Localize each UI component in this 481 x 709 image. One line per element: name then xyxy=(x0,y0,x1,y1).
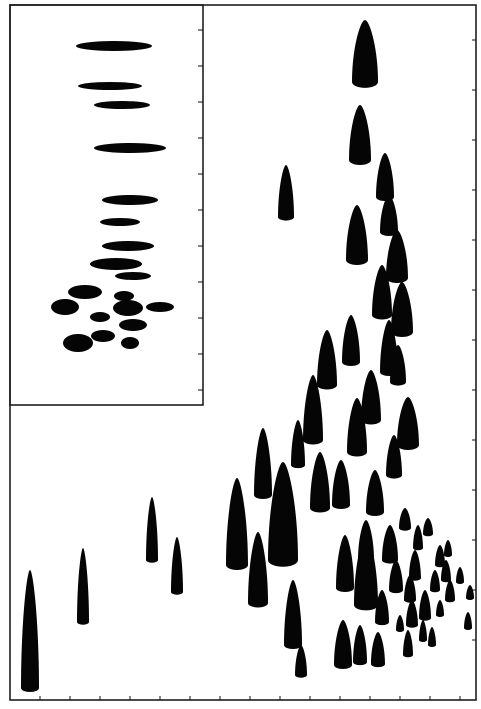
page: (() => { const data = JSON.parse(documen… xyxy=(0,0,481,709)
ellipse-glyph xyxy=(63,334,93,352)
ellipse-glyph xyxy=(121,337,139,349)
ellipse-glyph xyxy=(114,291,134,301)
figure xyxy=(0,0,481,709)
ellipse-glyph xyxy=(91,330,115,342)
ellipse-glyph xyxy=(113,300,143,316)
ellipse-glyph xyxy=(68,285,102,299)
ellipse-glyph xyxy=(90,258,142,270)
ellipse-glyph xyxy=(94,101,150,109)
ellipse-glyph xyxy=(119,319,147,331)
ellipse-glyph xyxy=(78,82,142,90)
ellipse-glyph xyxy=(76,41,152,51)
ellipse-glyph xyxy=(94,143,166,153)
ellipse-glyph xyxy=(51,299,79,315)
ellipse-glyph xyxy=(100,218,140,226)
background xyxy=(0,0,481,709)
ellipse-glyph xyxy=(115,272,151,280)
ellipse-glyph xyxy=(146,302,174,312)
ellipse-glyph xyxy=(102,241,154,251)
ellipse-glyph xyxy=(90,312,110,322)
ellipse-glyph xyxy=(102,195,158,205)
